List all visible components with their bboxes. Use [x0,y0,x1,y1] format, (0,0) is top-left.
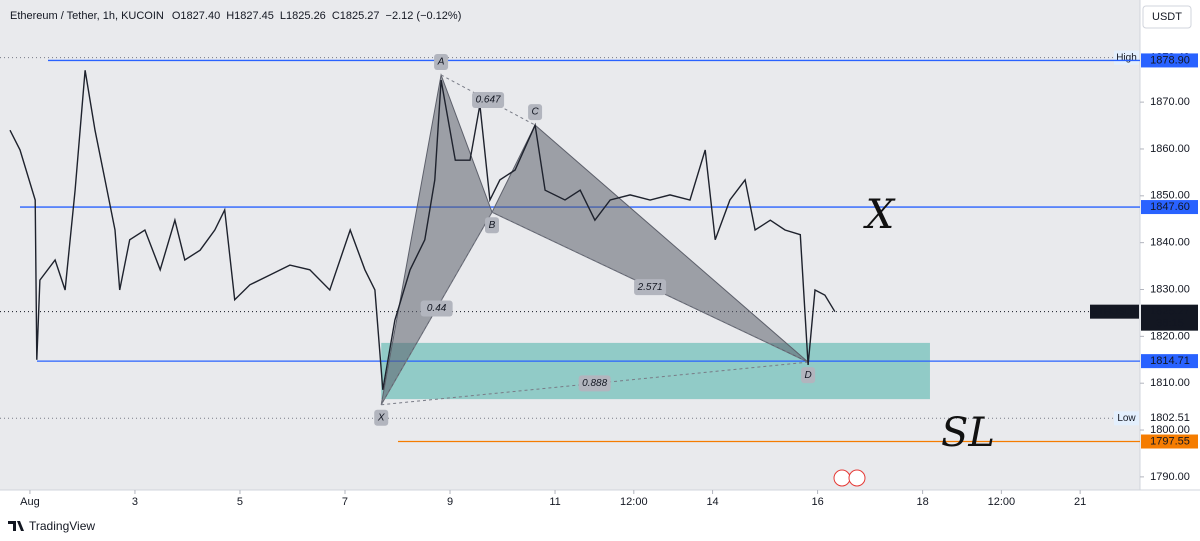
level-tag-box [1114,411,1139,426]
point-label-box [374,409,389,426]
x-tick-label: 7 [342,496,348,508]
handwritten-note: X [863,192,896,238]
x-tick-label: 21 [1074,496,1086,508]
price-label-box [1141,53,1198,68]
point-label: X [377,412,385,423]
x-tick-label: 3 [132,496,138,508]
ratio-label-box [634,279,667,296]
price-label: 1825.27 [1150,306,1190,318]
x-tick-label: 14 [706,496,718,508]
x-tick-label: 11 [549,496,560,508]
y-tick-label: 1840.00 [1150,237,1190,249]
level-tag: Low [1117,413,1136,424]
level-tag: High [1116,52,1137,63]
x-tick-label: 12:00 [620,496,648,508]
ohlc-value: O1827.40 [172,10,220,22]
price-label-box [1141,434,1198,449]
point-label: D [805,370,812,381]
handwritten-note: SL [941,410,995,456]
event-icon [833,469,851,487]
event-icon [848,469,866,487]
price-label: 1847.60 [1150,201,1190,213]
y-tick-label: 1810.00 [1150,377,1190,389]
point-label-box [434,53,449,70]
x-tick-label: 16 [811,496,823,508]
events-icon [833,469,866,487]
point-label: B [489,220,496,231]
y-tick-label: 1800.00 [1150,424,1190,436]
y-tick-label: 1790.00 [1150,471,1190,483]
ratio-label-box [578,375,611,392]
y-tick-label: 1830.00 [1150,283,1190,295]
y-tick-label: 1820.00 [1150,330,1190,342]
brand: TradingView [29,519,95,533]
point-label-box [528,104,543,121]
point-label: A [437,57,445,68]
price-axis-background [1140,0,1200,490]
currency[interactable]: USDT [1152,11,1182,23]
ratio-label: 2.571 [637,282,663,293]
y-tick-label: 1870.00 [1150,96,1190,108]
x-tick-label: 12:00 [988,496,1016,508]
price-line [9,70,836,390]
y-tick-label: 1860.00 [1150,143,1190,155]
ratio-label: 0.44 [427,303,447,314]
ratio-label: 0.888 [582,378,607,389]
price-label-box [1141,200,1198,215]
y-tick-label: 1850.00 [1150,190,1190,202]
point-label-box [485,217,500,234]
price-label: 1802.51 [1150,412,1190,424]
logo-icon [8,521,24,531]
countdown: 38:15 [1156,318,1184,330]
ohlc-value: −2.12 (−0.12%) [386,10,462,22]
ohlc-value: C1825.27 [332,10,380,22]
price-label: 1878.90 [1150,54,1190,66]
ratio-label: 0.647 [476,95,501,106]
pattern-link [380,211,493,405]
price-label: 1797.55 [1150,435,1190,447]
price-label-box [1141,354,1198,369]
chart-title: Ethereum / Tether, 1h, KUCOIN [10,10,164,22]
symbol-tag: ETHUSDT [1091,306,1138,317]
price-label-box [1141,304,1198,331]
symbol-tag-box [1090,304,1139,319]
x-tick-label: 5 [237,496,243,508]
ratio-label-box [472,92,505,109]
level-tag-box [1114,50,1139,65]
x-tick-label: 9 [447,496,453,508]
x-tick-label: Aug [20,496,40,508]
price-label: 1814.71 [1150,355,1190,367]
ohlc-value: L1825.26 [280,10,326,22]
logo[interactable]: TradingView [8,519,95,533]
target-zone [381,342,930,400]
ratio-label-box [420,300,453,317]
ohlc-value: H1827.45 [226,10,274,22]
point-label-box [801,367,816,384]
point-label: C [531,107,539,118]
x-tick-label: 18 [916,496,928,508]
currency-button[interactable] [1142,5,1192,29]
